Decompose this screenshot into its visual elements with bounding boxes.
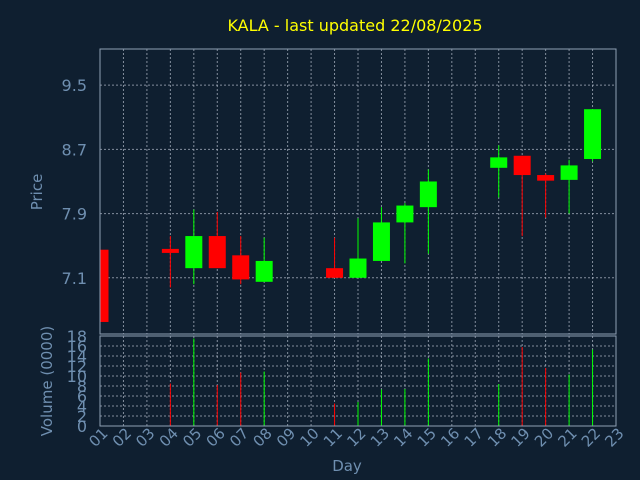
price-panel-frame [99, 48, 617, 335]
candles [99, 109, 602, 322]
day-tick-label: 19 [508, 424, 534, 450]
volume-panel-frame [99, 335, 617, 427]
day-tick-label: 02 [109, 424, 135, 450]
day-tick-label: 23 [601, 424, 627, 450]
candle-body [349, 258, 367, 278]
candle-body [419, 181, 437, 208]
day-tick-label: 10 [296, 424, 322, 450]
day-tick-label: 11 [320, 424, 346, 450]
price-tick-label: 7.1 [62, 269, 87, 288]
day-tick-label: 09 [273, 424, 299, 450]
price-tick-label: 7.9 [62, 205, 87, 224]
volume-tick-label: 12 [67, 357, 87, 376]
volume-tick-label: 16 [67, 337, 87, 356]
volume-tick-label: 0 [77, 417, 87, 436]
candle-body [232, 255, 250, 280]
candle-body [396, 205, 414, 223]
day-tick-label: 05 [179, 424, 205, 450]
volume-tick-label: 4 [77, 397, 87, 416]
candle-body [100, 249, 109, 322]
chart-title: KALA - last updated 22/08/2025 [227, 16, 482, 35]
volume-tick-label: 10 [67, 367, 87, 386]
candle-body [255, 260, 273, 282]
day-tick-label: 14 [390, 424, 416, 450]
candle-body [161, 248, 179, 253]
day-tick-label: 22 [578, 424, 604, 450]
volume-tick-label: 2 [77, 407, 87, 426]
day-tick-label: 21 [554, 424, 580, 450]
day-tick-label: 18 [484, 424, 510, 450]
day-tick-label: 06 [203, 424, 229, 450]
price-axis-label: Price [28, 174, 46, 211]
day-tick-label: 03 [132, 424, 158, 450]
volume-tick-label: 8 [77, 377, 87, 396]
day-tick-label: 16 [437, 424, 463, 450]
day-tick-label: 20 [531, 424, 557, 450]
day-axis-label: Day [332, 457, 362, 475]
candle-body [490, 157, 508, 168]
day-tick-labels: 0102030405060708091011121314151617181920… [85, 424, 627, 450]
price-tick-label: 9.5 [62, 76, 87, 95]
candle-body [208, 236, 226, 269]
candle-body [513, 155, 531, 176]
day-tick-label: 13 [367, 424, 393, 450]
day-tick-label: 01 [85, 424, 111, 450]
volume-bars [169, 338, 594, 426]
day-tick-label: 15 [414, 424, 440, 450]
day-tick-label: 12 [343, 424, 369, 450]
price-tick-label: 8.7 [62, 140, 87, 159]
day-tick-label: 08 [250, 424, 276, 450]
candle-body [560, 165, 578, 180]
candle-body [584, 109, 602, 159]
price-tick-labels: 7.1 7.9 8.7 9.5 [62, 76, 87, 288]
volume-axis-label: Volume (0000) [38, 326, 56, 436]
day-tick-label: 07 [226, 424, 252, 450]
volume-tick-label: 14 [67, 347, 87, 366]
price-grid [100, 49, 616, 334]
volume-tick-label: 6 [77, 387, 87, 406]
candle-body [537, 175, 555, 181]
day-tick-label: 17 [461, 424, 487, 450]
day-tick-label: 04 [156, 424, 182, 450]
volume-tick-label: 18 [67, 327, 87, 346]
candle-body [185, 236, 203, 269]
candle-body [326, 268, 344, 278]
candle-body [372, 222, 390, 261]
